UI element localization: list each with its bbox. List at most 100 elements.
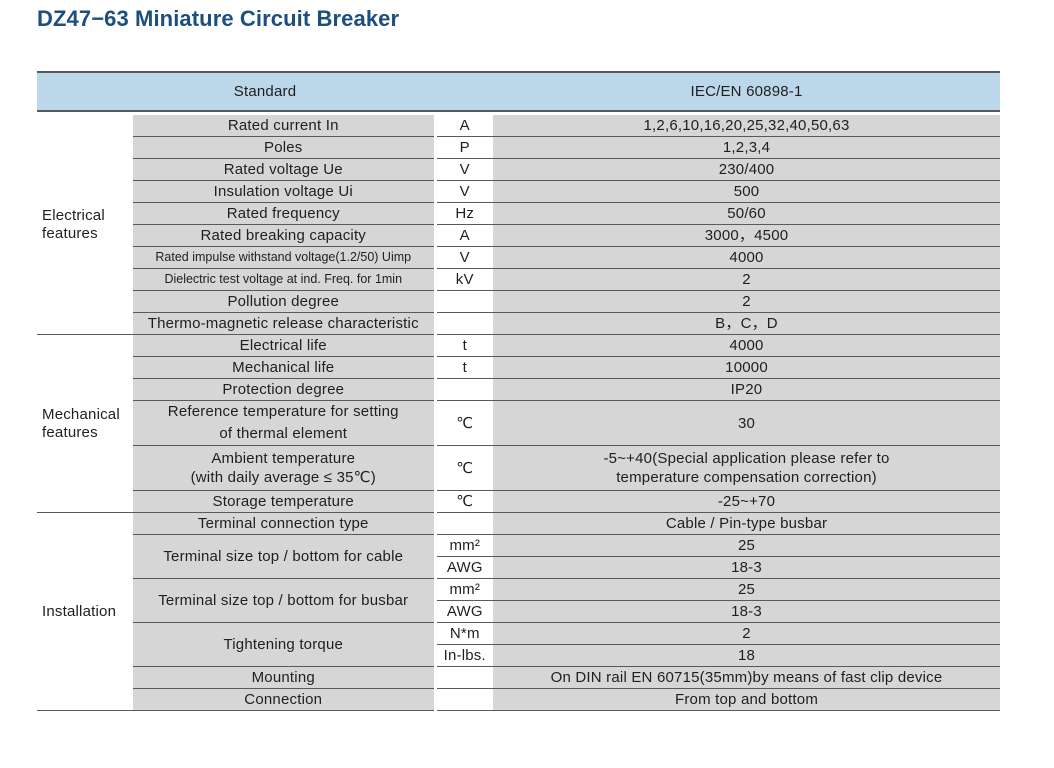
table-row: Terminal size top / bottom for busbar mm…: [37, 578, 1001, 623]
value-cell: 25: [493, 578, 1001, 601]
unit-cell: V: [435, 246, 494, 269]
unit-cell: A: [435, 115, 494, 137]
table-row: AWG 18-3: [37, 556, 1001, 579]
table-row: Protection degree IP20: [37, 378, 1001, 401]
table-row: Rated frequency Hz 50/60: [37, 202, 1001, 225]
value-cell: 500: [493, 180, 1001, 203]
table-row: Storage temperature ℃ -25~+70: [37, 490, 1001, 513]
value-cell: IP20: [493, 378, 1001, 401]
param-cell: Terminal size top / bottom for busbar: [133, 578, 437, 623]
value-cell: B，C，D: [493, 312, 1001, 335]
table-row: Rated voltage Ue V 230/400: [37, 158, 1001, 181]
unit-cell: t: [435, 356, 494, 379]
standard-label: Standard: [37, 71, 494, 112]
value-cell: 25: [493, 534, 1001, 557]
param-cell: Rated impulse withstand voltage(1.2/50) …: [133, 246, 437, 269]
param-cell: Poles: [133, 136, 437, 159]
value-cell: Cable / Pin-type busbar: [493, 512, 1001, 535]
param-cell: Ambient temperature (with daily average …: [133, 445, 437, 491]
unit-cell: P: [435, 136, 494, 159]
unit-cell: V: [435, 180, 494, 203]
param-cell: Insulation voltage Ui: [133, 180, 437, 203]
table-row: Reference temperature for setting of the…: [37, 400, 1001, 446]
value-cell: 3000，4500: [493, 224, 1001, 247]
value-cell: 230/400: [493, 158, 1001, 181]
unit-cell: kV: [435, 268, 494, 291]
table-row: Rated breaking capacity A 3000，4500: [37, 224, 1001, 247]
value-cell: -25~+70: [493, 490, 1001, 513]
value-cell: 2: [493, 622, 1001, 645]
param-cell: Rated voltage Ue: [133, 158, 437, 181]
table-row: Terminal size top / bottom for cable mm²…: [37, 534, 1001, 579]
value-cell: 18: [493, 644, 1001, 667]
param-cell: Mounting: [133, 666, 437, 689]
param-cell: Thermo-magnetic release characteristic: [133, 312, 437, 335]
unit-cell: [435, 290, 494, 313]
param-cell: Tightening torque: [133, 622, 437, 667]
group-installation: Installation: [37, 512, 133, 711]
unit-cell: [435, 378, 494, 401]
table-row: Rated impulse withstand voltage(1.2/50) …: [37, 246, 1001, 269]
table-row: AWG 18-3: [37, 600, 1001, 623]
table-row: Installation Terminal connection type Ca…: [37, 512, 1001, 711]
param-cell: Protection degree: [133, 378, 437, 401]
standard-row: Standard IEC/EN 60898-1: [37, 71, 1001, 112]
spec-table: Standard IEC/EN 60898-1 Electrical featu…: [37, 71, 1001, 711]
group-mechanical: Mechanical features: [37, 334, 133, 513]
unit-cell: N*m: [435, 622, 494, 645]
value-cell: 50/60: [493, 202, 1001, 225]
unit-cell: mm²: [435, 578, 494, 601]
value-cell: 1,2,3,4: [493, 136, 1001, 159]
param-cell: Connection: [133, 688, 437, 711]
param-cell: Rated frequency: [133, 202, 437, 225]
unit-cell: ℃: [435, 445, 494, 491]
unit-cell: [435, 666, 494, 689]
value-cell: From top and bottom: [493, 688, 1001, 711]
value-cell: 1,2,6,10,16,20,25,32,40,50,63: [493, 115, 1001, 137]
table-row: Thermo-magnetic release characteristic B…: [37, 312, 1001, 335]
unit-cell: [435, 512, 494, 535]
unit-cell: [435, 312, 494, 335]
table-row: Ambient temperature (with daily average …: [37, 445, 1001, 491]
param-cell: Mechanical life: [133, 356, 437, 379]
unit-cell: AWG: [435, 600, 494, 623]
param-cell: Reference temperature for setting of the…: [133, 400, 437, 446]
table-row: In-lbs. 18: [37, 644, 1001, 667]
param-cell: Electrical life: [133, 334, 437, 357]
table-row: Tightening torque N*m 2: [37, 622, 1001, 667]
table-row: Dielectric test voltage at ind. Freq. fo…: [37, 268, 1001, 291]
unit-cell: ℃: [435, 490, 494, 513]
value-cell: 30: [493, 400, 1001, 446]
param-cell: Terminal connection type: [133, 512, 437, 535]
value-cell: 4000: [493, 246, 1001, 269]
unit-cell: t: [435, 334, 494, 357]
value-cell: 10000: [493, 356, 1001, 379]
unit-cell: ℃: [435, 400, 494, 446]
page-title: DZ47−63 Miniature Circuit Breaker: [37, 6, 400, 31]
unit-cell: AWG: [435, 556, 494, 579]
unit-cell: [435, 688, 494, 711]
unit-cell: mm²: [435, 534, 494, 557]
value-cell: 2: [493, 268, 1001, 291]
param-cell: Pollution degree: [133, 290, 437, 313]
value-cell: -5~+40(Special application please refer …: [493, 445, 1001, 491]
table-row: Mechanical features Electrical life t 40…: [37, 334, 1001, 513]
table-row: Electrical features Rated current In A 1…: [37, 115, 1001, 335]
param-cell: Terminal size top / bottom for cable: [133, 534, 437, 579]
group-electrical: Electrical features: [37, 115, 133, 335]
standard-value: IEC/EN 60898-1: [493, 71, 1001, 112]
value-cell: 4000: [493, 334, 1001, 357]
unit-cell: A: [435, 224, 494, 247]
value-cell: 2: [493, 290, 1001, 313]
unit-cell: V: [435, 158, 494, 181]
param-cell: Rated breaking capacity: [133, 224, 437, 247]
table-row: Poles P 1,2,3,4: [37, 136, 1001, 159]
unit-cell: Hz: [435, 202, 494, 225]
table-row: Connection From top and bottom: [37, 688, 1001, 711]
table-row: Pollution degree 2: [37, 290, 1001, 313]
table-row: Mounting On DIN rail EN 60715(35mm)by me…: [37, 666, 1001, 689]
value-cell: On DIN rail EN 60715(35mm)by means of fa…: [493, 666, 1001, 689]
unit-cell: In-lbs.: [435, 644, 494, 667]
param-cell: Rated current In: [133, 115, 437, 137]
param-cell: Storage temperature: [133, 490, 437, 513]
